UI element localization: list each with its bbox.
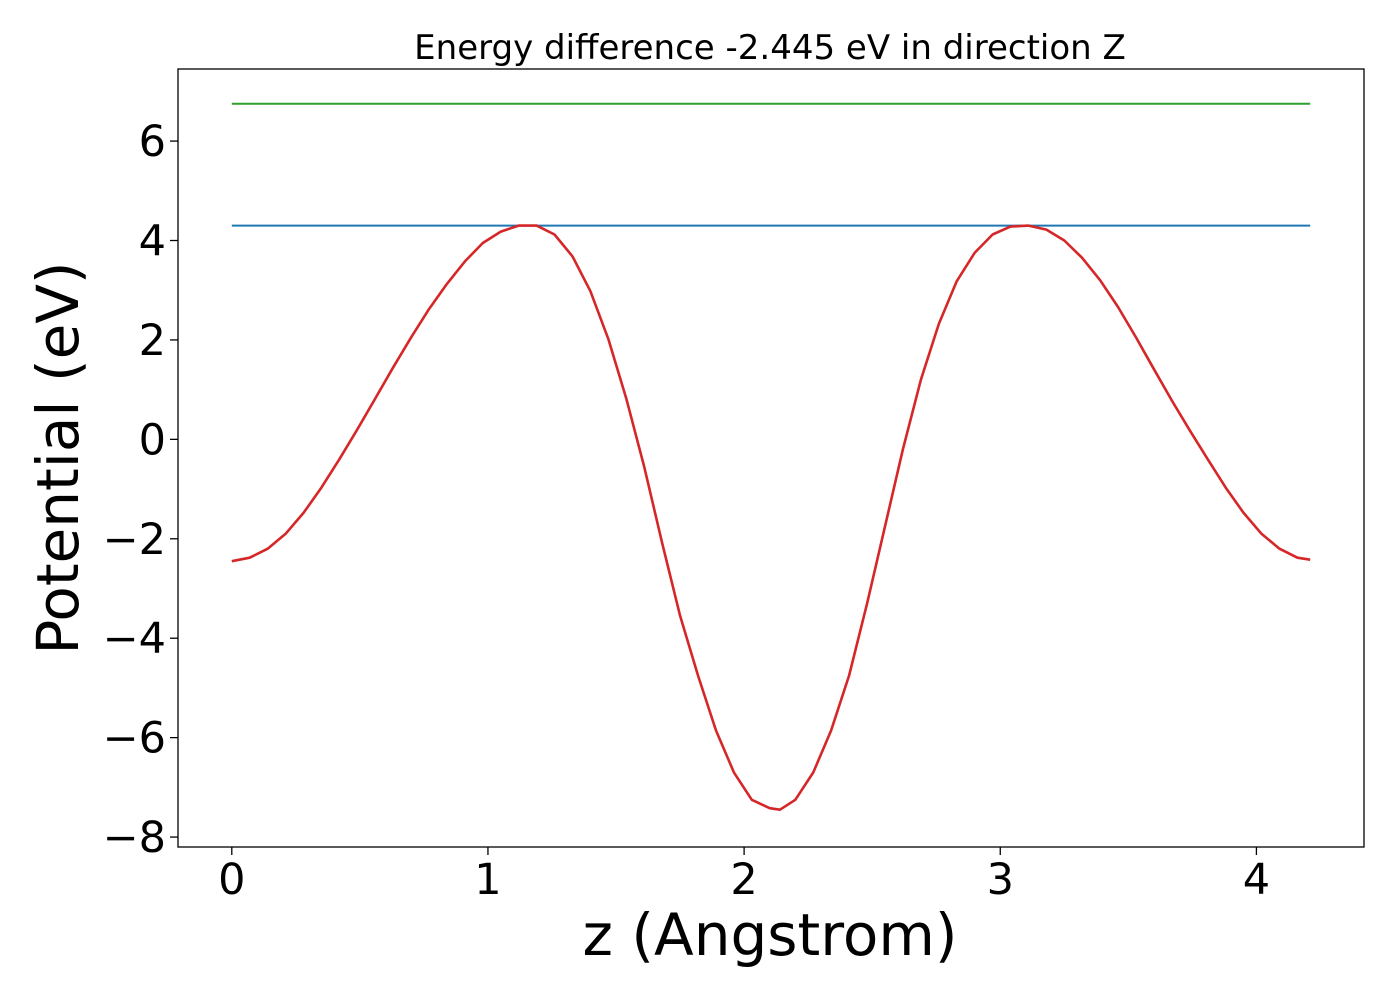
y-axis-title: Potential (eV) [24, 261, 92, 654]
x-tick-label: 4 [1243, 855, 1270, 905]
x-axis: 0 1 2 3 4 [218, 847, 1270, 905]
series-line-red [231, 224, 1311, 812]
y-tick-label: −4 [103, 614, 166, 664]
y-tick-label: 0 [139, 415, 166, 465]
y-tick-label: −6 [103, 714, 166, 764]
y-tick-label: −8 [103, 813, 166, 863]
y-tick-label: 6 [139, 117, 166, 167]
x-tick-label: 1 [474, 855, 501, 905]
x-tick-label: 2 [730, 855, 757, 905]
series-layer [231, 102, 1311, 812]
x-axis-title: z (Angstrom) [583, 901, 958, 969]
y-tick-label: −2 [103, 515, 166, 565]
y-tick-label: 2 [139, 316, 166, 366]
x-tick-label: 0 [218, 855, 245, 905]
plot-area [177, 68, 1365, 848]
plot-frame [177, 68, 1365, 848]
chart-title: Energy difference -2.445 eV in direction… [414, 28, 1126, 68]
y-tick-label: 4 [139, 217, 166, 267]
x-tick-label: 3 [987, 855, 1014, 905]
y-axis: −8 −6 −4 −2 0 2 4 6 [103, 117, 178, 863]
